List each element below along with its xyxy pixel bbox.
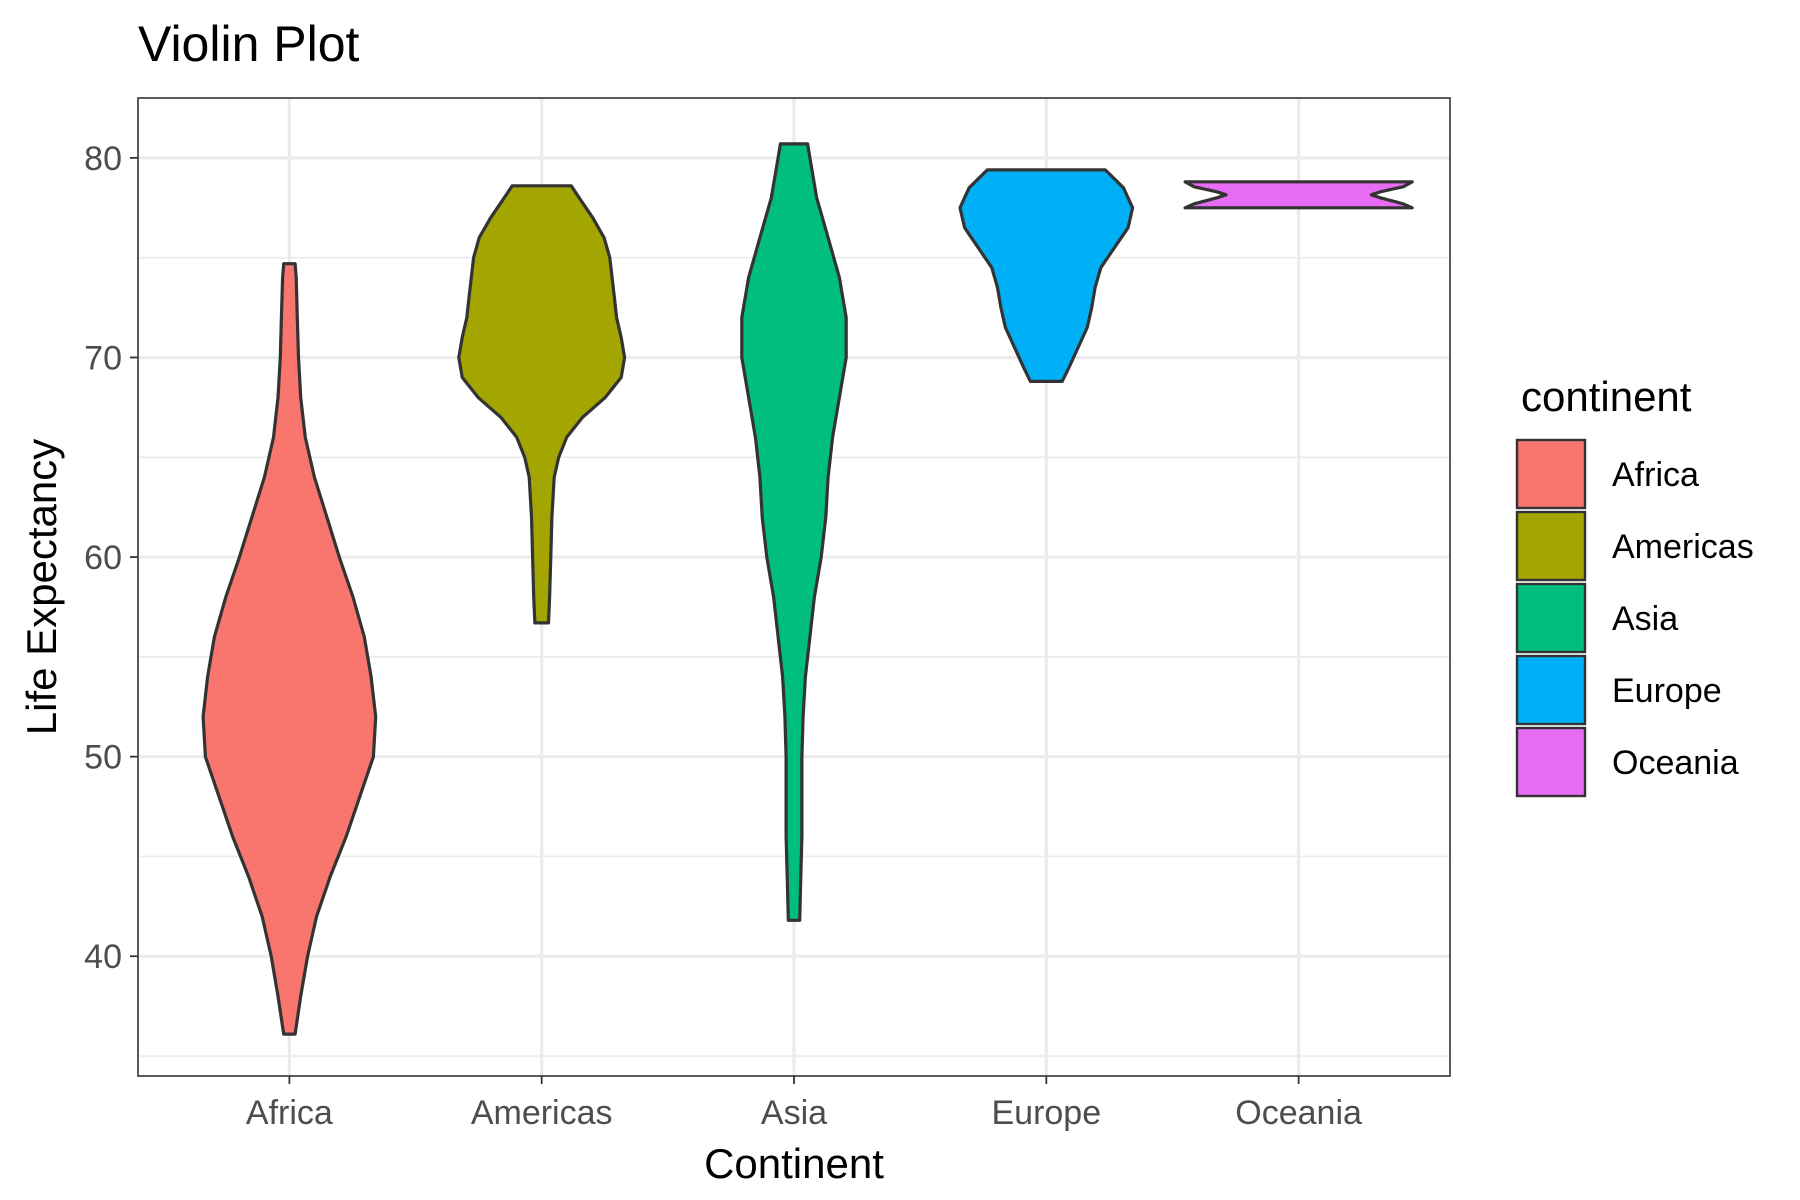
- chart-title: Violin Plot: [138, 16, 360, 72]
- y-tick-label: 40: [84, 938, 122, 976]
- y-tick-label: 50: [84, 739, 122, 777]
- legend-label-asia: Asia: [1612, 600, 1678, 638]
- violin-africa: [201, 262, 378, 1036]
- x-axis-title: Continent: [704, 1140, 884, 1187]
- violin-asia: [740, 142, 848, 922]
- y-axis: 40 50 60 70 80: [84, 140, 138, 976]
- legend-key-americas: [1515, 510, 1587, 582]
- legend-label-europe: Europe: [1612, 672, 1722, 710]
- violins: [201, 142, 1414, 1036]
- legend-key-asia: [1515, 582, 1587, 654]
- x-tick-label: Americas: [471, 1094, 613, 1132]
- x-tick-label: Europe: [991, 1094, 1101, 1132]
- legend-label-americas: Americas: [1612, 528, 1754, 566]
- violin-oceania: [1183, 180, 1414, 210]
- violin-europe: [958, 168, 1135, 383]
- x-tick-label: Oceania: [1235, 1094, 1362, 1132]
- y-axis-title: Life Expectancy: [18, 439, 65, 736]
- legend-key-europe: [1515, 654, 1587, 726]
- legend-label-oceania: Oceania: [1612, 744, 1739, 782]
- y-tick-label: 80: [84, 140, 122, 178]
- legend: continent Africa Americas Asia Europe Oceani…: [1515, 373, 1754, 798]
- legend-label-africa: Africa: [1612, 456, 1699, 494]
- x-axis: Africa Americas Asia Europe Oceania: [246, 1076, 1362, 1132]
- legend-key-africa: [1515, 438, 1587, 510]
- x-tick-label: Africa: [246, 1094, 333, 1132]
- x-tick-label: Asia: [761, 1094, 827, 1132]
- violin-americas: [457, 184, 627, 625]
- y-tick-label: 60: [84, 539, 122, 577]
- y-tick-label: 70: [84, 339, 122, 377]
- legend-title: continent: [1521, 373, 1692, 420]
- legend-key-oceania: [1515, 726, 1587, 798]
